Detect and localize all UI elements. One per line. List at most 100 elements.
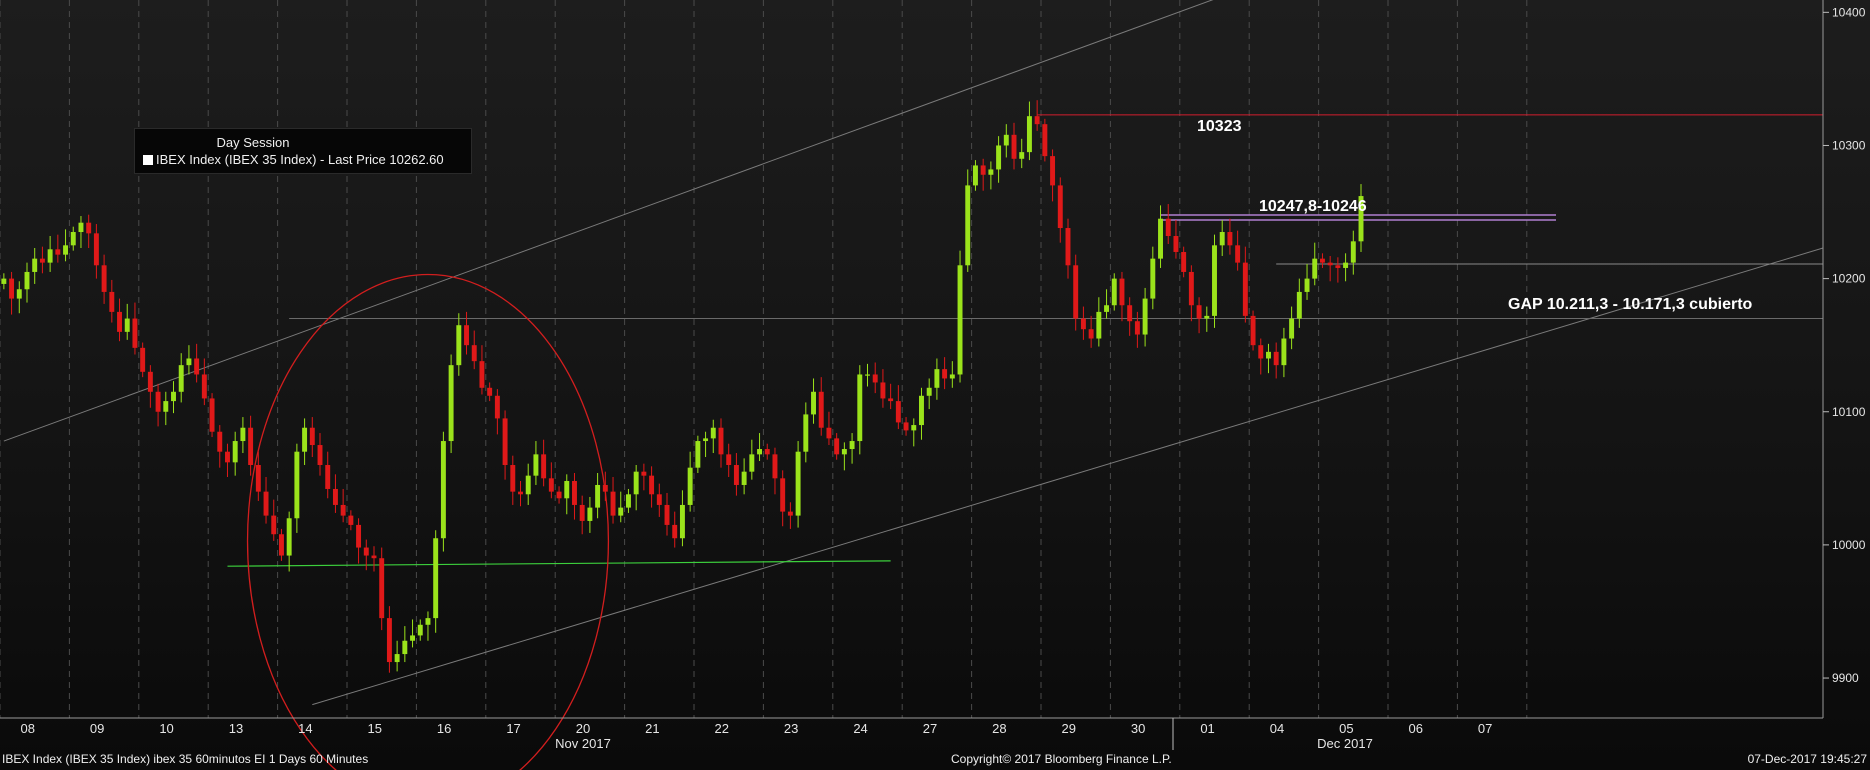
candle-body <box>1335 265 1341 268</box>
candle <box>803 402 809 463</box>
candle <box>1003 124 1009 158</box>
candle <box>1350 230 1356 275</box>
candle-body <box>787 511 793 516</box>
candle <box>926 378 932 410</box>
channel-lower-line <box>312 247 1824 706</box>
candle-body <box>63 245 69 255</box>
time-tick-label: 09 <box>90 721 104 736</box>
candle-body <box>194 358 200 375</box>
candle <box>572 472 577 520</box>
candle <box>132 302 138 355</box>
annotation-resistance: 10247,8-10246 <box>1259 198 1367 215</box>
candle <box>1266 343 1271 374</box>
candle <box>664 492 670 536</box>
candle <box>703 431 709 458</box>
candle <box>510 455 516 505</box>
price-tick-label: 10200 <box>1832 272 1866 286</box>
candle <box>718 418 724 468</box>
candle-body <box>911 425 917 431</box>
candle <box>1312 242 1318 286</box>
candle <box>1319 253 1325 268</box>
candle-body <box>841 449 847 455</box>
candle <box>841 442 847 471</box>
candle-body <box>880 382 886 399</box>
candle <box>919 387 924 440</box>
candle-body <box>379 558 385 619</box>
candle-body <box>163 401 169 412</box>
candle-body <box>988 169 994 175</box>
candle <box>502 410 508 480</box>
candle <box>332 474 338 513</box>
price-tick-label: 10100 <box>1832 405 1866 419</box>
candle-body <box>1273 351 1279 366</box>
candle-body <box>1304 278 1310 292</box>
candle <box>888 383 894 410</box>
candle <box>525 463 531 505</box>
candle-body <box>325 465 331 489</box>
candle-body <box>1042 124 1048 157</box>
candle <box>548 462 554 499</box>
candle-body <box>687 467 693 505</box>
candle-body <box>225 451 230 463</box>
candle <box>757 433 763 462</box>
candle-body <box>1111 278 1117 306</box>
candle <box>433 530 439 633</box>
candle-body <box>317 445 323 466</box>
candle-body <box>1104 305 1110 312</box>
candle-body <box>525 475 531 495</box>
candle-body <box>996 145 1002 170</box>
candle-body <box>1088 329 1094 339</box>
time-axis: 08 09 10 13 14 15 16 17 20 21 22 23 24 27 28 29 30 01 04 05… <box>0 717 1823 751</box>
candle <box>317 433 323 476</box>
candle-body <box>1242 262 1248 316</box>
candle <box>178 353 184 403</box>
time-tick-label: 27 <box>923 721 937 736</box>
candle <box>965 169 971 272</box>
candle <box>325 451 331 499</box>
annotation-high: 10323 <box>1197 118 1242 135</box>
candle-body <box>541 454 547 479</box>
candle-body <box>147 371 153 392</box>
candle-body <box>1358 196 1364 242</box>
candle-body <box>1026 116 1032 153</box>
candle-body <box>726 454 732 466</box>
candle-body <box>1219 232 1225 246</box>
chart-legend[interactable]: Day Session IBEX Index (IBEX 35 Index) -… <box>134 128 472 174</box>
candle-body <box>9 278 15 299</box>
candle <box>726 443 732 477</box>
month-label: Dec 2017 <box>1317 736 1373 751</box>
candle-body <box>749 454 755 472</box>
candle <box>448 354 454 454</box>
candle <box>679 490 685 547</box>
candle <box>1296 278 1302 328</box>
candle <box>895 385 901 430</box>
candle-body <box>386 618 392 663</box>
candle <box>379 547 385 631</box>
candle-body <box>556 491 562 499</box>
candle <box>47 236 53 272</box>
candle-body <box>171 391 176 402</box>
candle-body <box>572 480 577 505</box>
candle-body <box>394 654 400 663</box>
candle <box>271 499 277 541</box>
candle <box>533 441 539 485</box>
candle-body <box>857 374 863 442</box>
price-tick-label: 10300 <box>1832 138 1866 152</box>
candle <box>109 279 115 323</box>
candle-body <box>1281 338 1287 366</box>
candle-body <box>70 232 76 246</box>
candle <box>410 619 416 648</box>
candle-body <box>1158 218 1163 259</box>
candle-body <box>710 427 716 439</box>
candle <box>1188 265 1194 322</box>
candle <box>988 161 994 190</box>
candle <box>934 358 940 400</box>
candle-body <box>757 449 763 455</box>
candle-body <box>1011 134 1017 159</box>
time-tick-label: 17 <box>506 721 520 736</box>
time-tick-label: 08 <box>21 721 35 736</box>
time-tick-label: 22 <box>715 721 729 736</box>
candle-body <box>895 401 901 423</box>
candle <box>294 443 300 533</box>
